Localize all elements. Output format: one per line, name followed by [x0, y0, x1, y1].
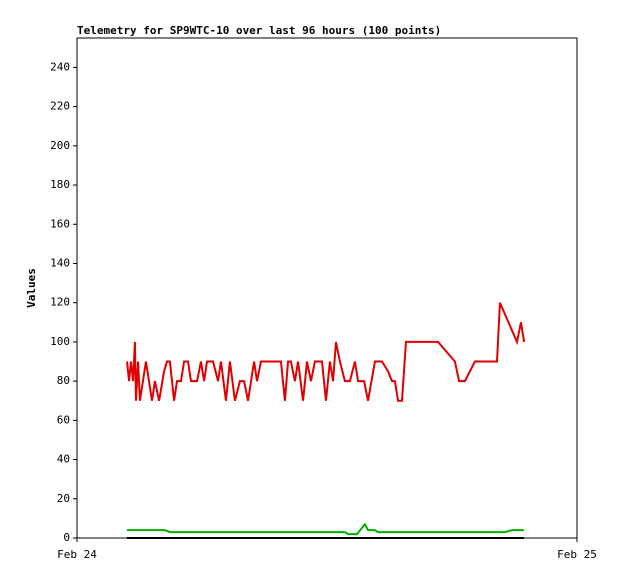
line [126, 302, 526, 402]
y-tick-label: 60 [57, 413, 70, 426]
x-tick-label: Feb 24 [57, 548, 97, 561]
y-tick-label: 120 [50, 296, 70, 309]
y-tick-label: 240 [50, 60, 70, 73]
y-tick-label: 40 [57, 453, 70, 466]
y-axis-label: Values [25, 268, 38, 308]
x-tick-label: Feb 25 [557, 548, 597, 561]
chart-title: Telemetry for SP9WTC-10 over last 96 hou… [77, 24, 441, 37]
y-tick-label: 140 [50, 256, 70, 269]
y-tick-label: 80 [57, 374, 70, 387]
line [127, 522, 525, 536]
y-tick-label: 200 [50, 139, 70, 152]
y-tick-label: 220 [50, 100, 70, 113]
y-tick-label: 180 [50, 178, 70, 191]
y-tick-label: 100 [50, 335, 70, 348]
y-tick-label: 0 [63, 531, 70, 544]
y-tick-label: 20 [57, 492, 70, 505]
y-tick-label: 160 [50, 217, 70, 230]
